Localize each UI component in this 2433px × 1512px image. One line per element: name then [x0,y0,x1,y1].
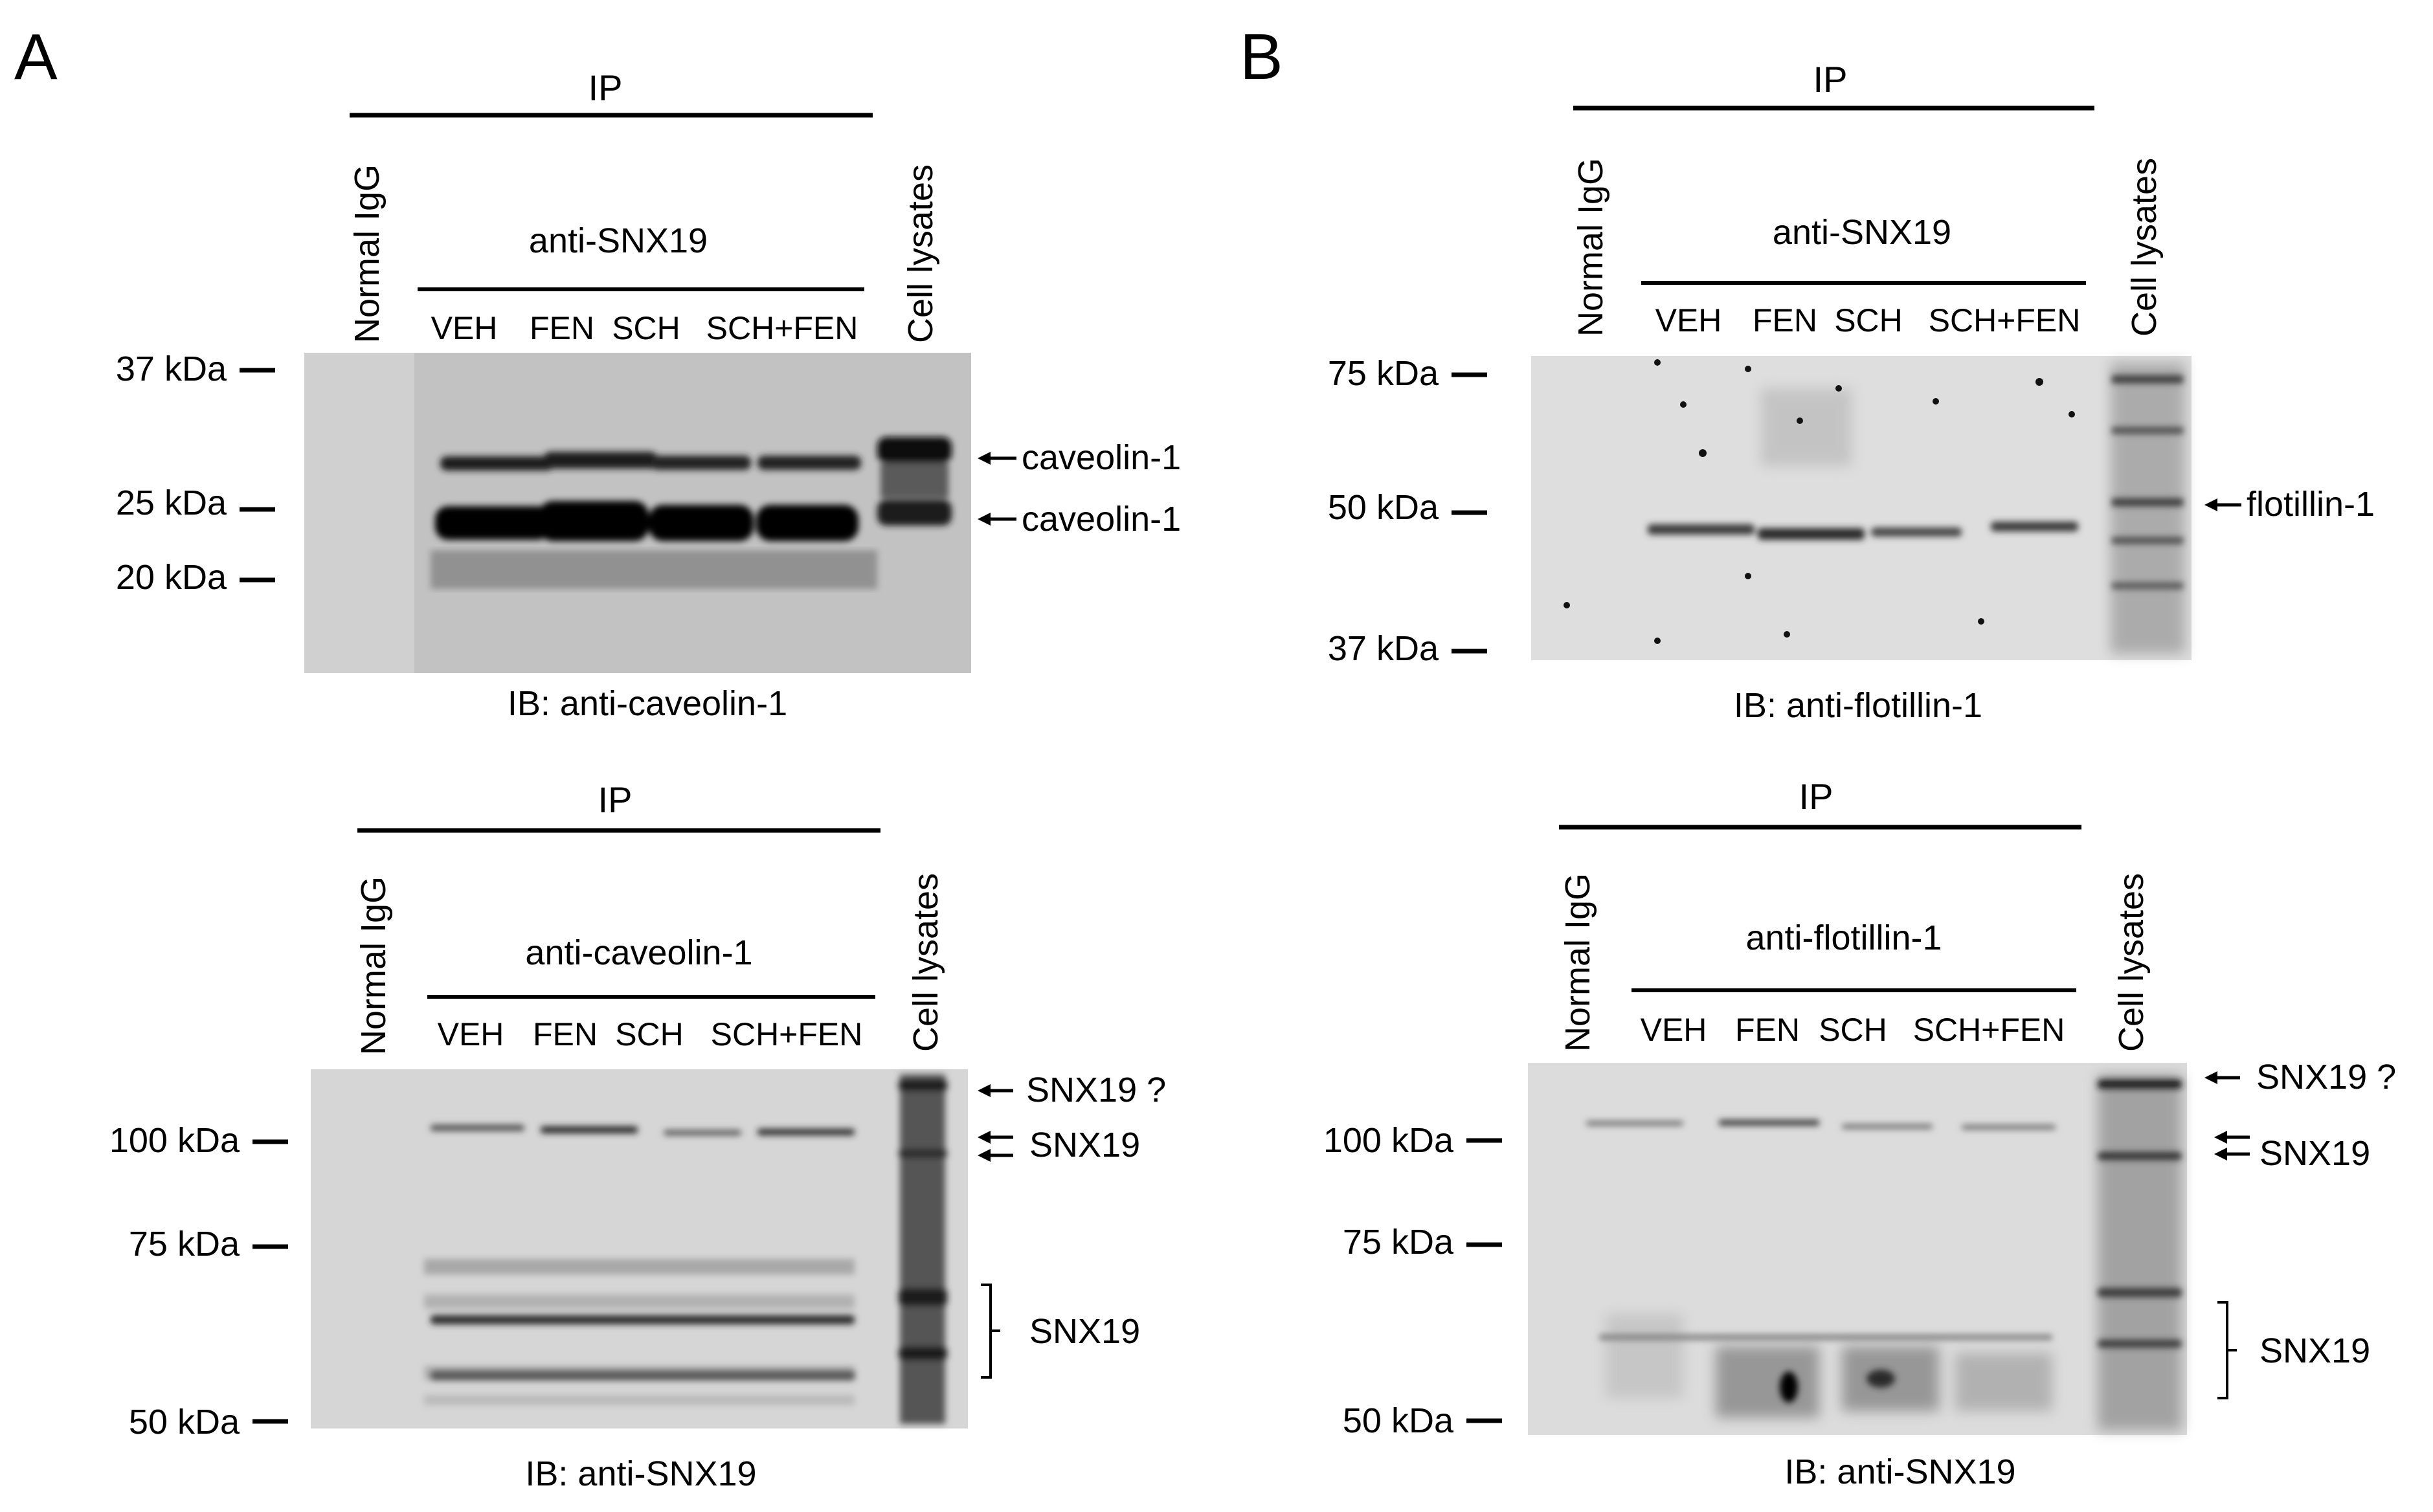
marker-label: 50 kDa [129,1403,240,1441]
band-label: caveolin-1 [1022,438,1181,477]
cell-lysates-label: Cell lysates [901,164,940,343]
lane-label: SCH [615,1016,684,1052]
marker-label: 37 kDa [1328,629,1439,668]
ip-label: IP [1799,776,1833,817]
lane-label: SCH [1819,1012,1887,1048]
band-label: SNX19 [1029,1312,1140,1351]
panel-letter-a: A [14,21,58,93]
blot-image [304,353,971,673]
double-arrow [978,1131,1013,1162]
lane-label: VEH [438,1016,504,1052]
lane-label: SCH+FEN [1913,1012,2065,1048]
lane-label: FEN [533,1016,598,1052]
double-arrow [2214,1131,2250,1161]
lane-label: SCH+FEN [706,310,858,346]
ib-label: IB: anti-SNX19 [1784,1452,2015,1491]
marker-label: 75 kDa [129,1225,240,1263]
ib-label: IB: anti-SNX19 [525,1454,756,1493]
marker-label: 75 kDa [1343,1223,1454,1262]
antibody-label: anti-caveolin-1 [525,933,752,972]
band-label: caveolin-1 [1022,500,1181,539]
lane-label: FEN [1753,302,1817,339]
normal-igg-label: Normal IgG [348,164,387,343]
normal-igg-label: Normal IgG [1558,873,1597,1052]
band-label: SNX19 ? [1026,1071,1166,1109]
blot-image [1528,1063,2187,1435]
band-bracket [981,1284,1000,1379]
band-label: SNX19 [2259,1331,2370,1370]
band-arrow [978,1084,1013,1097]
band-label: flotillin-1 [2247,485,2375,524]
ip-label: IP [589,67,623,108]
marker-label: 37 kDa [116,350,227,388]
lane-label: VEH [431,310,498,346]
lane-label: FEN [1735,1012,1800,1048]
ip-label: IP [598,779,633,820]
normal-igg-label: Normal IgG [354,876,393,1055]
cell-lysates-label: Cell lysates [2112,873,2151,1052]
cell-lysates-label: Cell lysates [906,873,945,1052]
band-arrow [978,513,1016,526]
antibody-label: anti-SNX19 [1773,213,1951,252]
antibody-label: anti-flotillin-1 [1745,918,1942,957]
band-arrow [978,452,1016,465]
band-label: SNX19 [2259,1134,2370,1173]
blot-image [311,1069,968,1429]
marker-label: 50 kDa [1343,1401,1454,1440]
ib-label: IB: anti-caveolin-1 [508,684,787,723]
panel-letter-b: B [1240,21,1283,93]
ip-label: IP [1813,59,1848,100]
marker-label: 75 kDa [1328,354,1439,393]
lane-label: SCH+FEN [711,1016,863,1052]
band-label: SNX19 ? [2256,1058,2396,1096]
antibody-label: anti-SNX19 [529,221,708,260]
lane-label: FEN [530,310,594,346]
blot-image [1531,356,2192,660]
band-bracket [2217,1301,2237,1399]
marker-label: 20 kDa [116,558,227,597]
marker-label: 50 kDa [1328,488,1439,527]
lane-label: SCH [1834,302,1903,339]
ib-label: IB: anti-flotillin-1 [1734,686,1982,725]
lane-label: SCH [612,310,680,346]
marker-label: 100 kDa [109,1121,240,1160]
lane-label: VEH [1641,1012,1707,1048]
lane-label: VEH [1655,302,1722,339]
normal-igg-label: Normal IgG [1571,158,1610,337]
band-label: SNX19 [1029,1126,1140,1164]
band-arrow [2204,1071,2240,1084]
lane-label: SCH+FEN [1929,302,2081,339]
band-arrow [2204,498,2241,511]
cell-lysates-label: Cell lysates [2125,158,2164,337]
marker-label: 100 kDa [1323,1121,1454,1160]
marker-label: 25 kDa [116,484,227,522]
